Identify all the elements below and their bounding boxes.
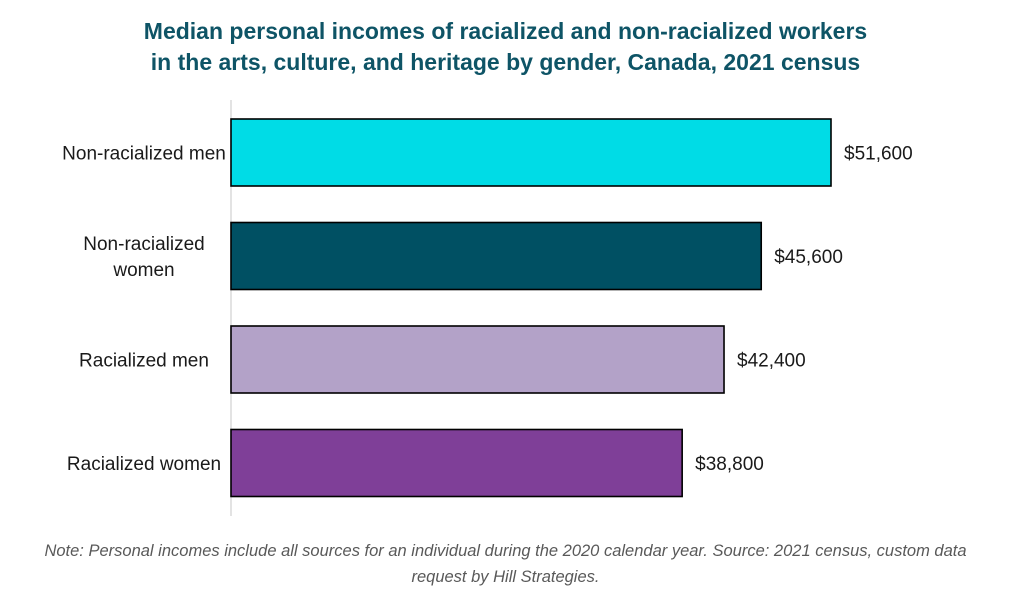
category-label: Racialized men [79,351,209,372]
value-label: $42,400 [737,351,806,372]
category-label: Non-racialized men [62,144,226,165]
bar [230,428,683,498]
bar [230,118,832,187]
chart-title: Median personal incomes of racialized an… [0,16,1011,78]
chart-title-line-1: Median personal incomes of racialized an… [143,18,868,44]
value-label: $51,600 [844,144,913,165]
category-label: Non-racialized women [83,234,204,281]
value-label: $38,800 [695,454,764,475]
value-label: $45,600 [774,247,843,268]
chart-note: Note: Personal incomes include all sourc… [44,542,967,586]
chart-title-line-2: in the arts, culture, and heritage by ge… [150,49,861,75]
category-label: Racialized women [67,454,221,475]
bar [230,221,763,291]
bar [230,325,725,394]
